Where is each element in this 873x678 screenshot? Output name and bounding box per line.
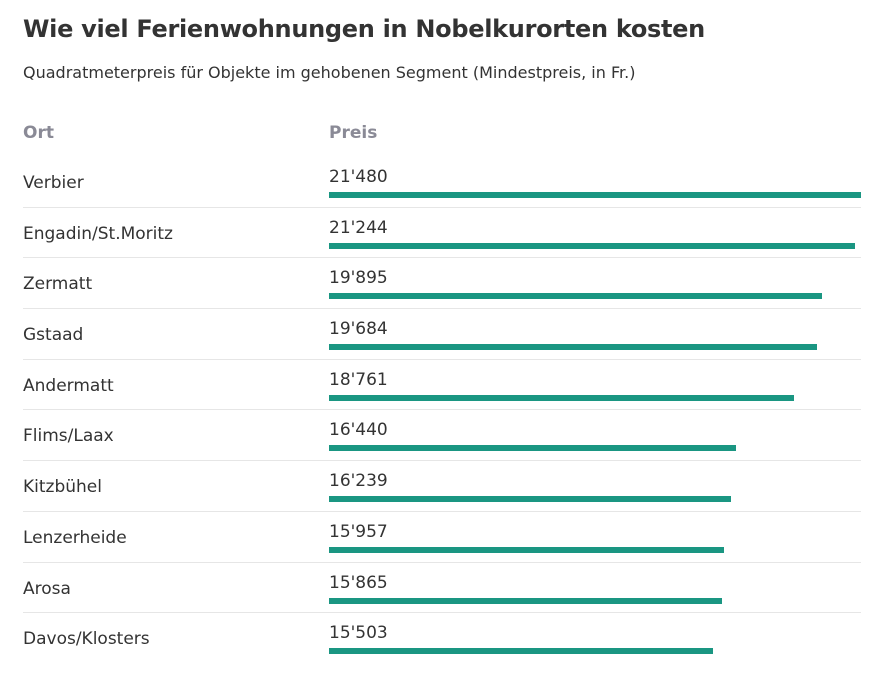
column-header-preis: Preis [329,123,378,143]
bar-track [329,394,861,401]
bar [329,394,794,401]
bar [329,192,861,198]
value-label: 21'244 [329,217,388,238]
table-row: Kitzbühel 16'239 [23,461,861,512]
value-label: 18'761 [329,369,388,390]
bar [329,648,713,655]
category-label: Gstaad [23,325,84,346]
bar [329,344,817,351]
bar [329,293,822,300]
chart-title: Wie viel Ferienwohnungen in Nobelkurorte… [23,15,705,43]
category-label: Engadin/St.Moritz [23,223,173,244]
bar-track [329,648,861,655]
value-label: 15'957 [329,521,388,542]
table-row: Davos/Klosters 15'503 [23,613,861,664]
table-row: Lenzerheide 15'957 [23,512,861,563]
bar-track [329,293,861,300]
category-label: Lenzerheide [23,527,127,548]
value-label: 16'239 [329,471,388,492]
table-row: Verbier 21'480 [23,157,861,208]
column-header-ort: Ort [23,123,54,143]
bar-track [329,445,861,452]
table-row: Zermatt 19'895 [23,258,861,310]
bar [329,242,856,249]
category-label: Andermatt [23,375,114,396]
table-row: Flims/Laax 16'440 [23,410,861,462]
bar-track [329,546,861,553]
category-label: Verbier [23,173,84,193]
chart-subtitle: Quadratmeterpreis für Objekte im gehoben… [23,63,636,82]
bar-track [329,597,861,604]
value-label: 21'480 [329,167,388,187]
category-label: Kitzbühel [23,477,102,498]
bar-track [329,242,861,249]
value-label: 19'895 [329,268,388,289]
category-label: Zermatt [23,274,93,295]
table-row: Gstaad 19'684 [23,309,861,360]
bar [329,445,737,452]
value-label: 15'865 [329,572,388,593]
category-label: Arosa [23,578,71,599]
bar-track [329,344,861,351]
bar [329,496,732,503]
table-row: Andermatt 18'761 [23,360,861,411]
table-row: Engadin/St.Moritz 21'244 [23,208,861,259]
value-label: 19'684 [329,319,388,340]
bar-table: Verbier 21'480 Engadin/St.Moritz 21'244 Zerm… [23,157,861,664]
bar [329,546,725,553]
value-label: 16'440 [329,420,388,441]
bar-track [329,496,861,503]
bar-track [329,192,861,198]
category-label: Davos/Klosters [23,629,150,650]
bar [329,597,722,604]
value-label: 15'503 [329,623,388,644]
category-label: Flims/Laax [23,426,114,447]
table-row: Arosa 15'865 [23,563,861,614]
